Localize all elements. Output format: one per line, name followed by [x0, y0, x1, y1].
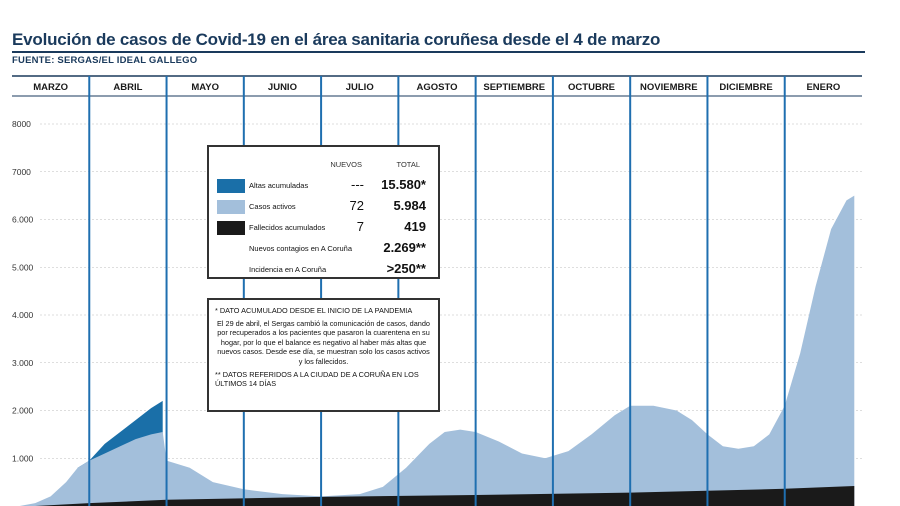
month-label: MARZO	[33, 82, 68, 93]
month-label: DICIEMBRE	[719, 82, 772, 93]
series-area-fallecidos-acumulados	[35, 486, 855, 506]
legend-swatch-fallecidos	[217, 221, 245, 235]
legend-col-total: TOTAL	[396, 160, 420, 169]
legend-row-fallecidos: Fallecidos acumulados 7 419	[209, 218, 438, 236]
notes-box: * DATO ACUMULADO DESDE EL INICIO DE LA P…	[207, 298, 440, 412]
legend-row-altas: Altas acumuladas --- 15.580*	[209, 176, 438, 194]
legend-col-nuevos: NUEVOS	[330, 160, 362, 169]
legend-nuevos-activos: 72	[349, 198, 364, 213]
y-tick-label: 4.000	[12, 310, 34, 320]
legend-row-contagios: Nuevos contagios en A Coruña 2.269**	[209, 239, 438, 257]
y-tick-label: 7000	[12, 167, 31, 177]
month-label: ABRIL	[113, 82, 142, 93]
y-tick-label: 1.000	[12, 453, 34, 463]
chart-source: FUENTE: SERGAS/EL IDEAL GALLEGO	[12, 55, 198, 66]
y-tick-label: 5.000	[12, 262, 34, 272]
legend-nuevos-fallecidos: 7	[356, 219, 364, 234]
legend-total-contagios: 2.269**	[383, 240, 426, 255]
series-area-casos-activos	[19, 195, 855, 506]
legend-swatch-activos	[217, 200, 245, 214]
month-label: ENERO	[806, 82, 840, 93]
month-label: JULIO	[346, 82, 374, 93]
legend-total-fallecidos: 419	[404, 219, 426, 234]
legend-label-incidencia: Incidencia en A Coruña	[249, 265, 327, 274]
month-label: NOVIEMBRE	[640, 82, 698, 93]
month-label: OCTUBRE	[568, 82, 615, 93]
legend-total-altas: 15.580*	[381, 177, 426, 192]
legend-label-fallecidos: Fallecidos acumulados	[249, 223, 326, 232]
legend-label-activos: Casos activos	[249, 202, 296, 211]
chart-title: Evolución de casos de Covid-19 en el áre…	[12, 30, 661, 49]
y-tick-label: 3.000	[12, 358, 34, 368]
legend-label-contagios: Nuevos contagios en A Coruña	[249, 244, 352, 253]
legend-nuevos-altas: ---	[351, 177, 364, 192]
legend-label-altas: Altas acumuladas	[249, 181, 309, 190]
legend-row-incidencia: Incidencia en A Coruña >250**	[209, 260, 438, 278]
note-cambio-comunicacion: El 29 de abril, el Sergas cambió la comu…	[217, 318, 430, 366]
month-label: SEPTIEMBRE	[483, 82, 545, 93]
legend-total-incidencia: >250**	[386, 261, 426, 276]
legend-total-activos: 5.984	[393, 198, 426, 213]
legend-row-activos: Casos activos 72 5.984	[209, 197, 438, 215]
month-label: AGOSTO	[417, 82, 458, 93]
month-label: MAYO	[191, 82, 219, 93]
month-label: JUNIO	[268, 82, 297, 93]
note-acumulado: * DATO ACUMULADO DESDE EL INICIO DE LA P…	[215, 306, 413, 315]
y-tick-label: 6.000	[12, 215, 34, 225]
y-tick-label: 8000	[12, 119, 31, 129]
y-tick-label: 2.000	[12, 406, 34, 416]
legend-box: NUEVOS TOTAL Altas acumuladas --- 15.580…	[207, 145, 440, 279]
note-ciudad: ** DATOS REFERIDOS A LA CIUDAD DE A CORU…	[215, 369, 419, 389]
legend-swatch-altas	[217, 179, 245, 193]
title-rule	[12, 51, 865, 53]
month-band	[12, 76, 862, 96]
